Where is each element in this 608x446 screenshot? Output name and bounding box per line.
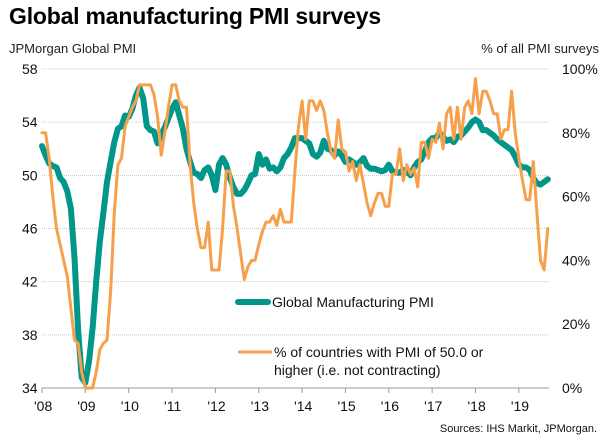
legend-label-pmi: Global Manufacturing PMI	[272, 294, 434, 310]
left-tick-label: 46	[22, 221, 38, 237]
x-tick-label: '12	[207, 398, 225, 414]
right-tick-label: 20%	[562, 316, 590, 332]
x-tick-label: '17	[424, 398, 442, 414]
left-tick-label: 58	[22, 61, 38, 77]
x-tick-label: '09	[77, 398, 95, 414]
tick-labels: 58 54 50 46 42 38 34 100% 80% 60% 40% 20% 0% '08 '09 '1…	[22, 61, 598, 414]
left-tick-label: 34	[22, 380, 38, 396]
x-tick-label: '11	[164, 398, 181, 414]
chart-title: Global manufacturing PMI surveys	[9, 3, 381, 29]
x-tick-label: '08	[34, 398, 52, 414]
source-note: Sources: IHS Markit, JPMorgan.	[439, 423, 597, 435]
axes	[41, 387, 549, 393]
left-tick-label: 50	[22, 167, 38, 183]
pmi-line	[39, 84, 551, 386]
right-axis-title: % of all PMI surveys	[481, 41, 599, 56]
left-axis-title: JPMorgan Global PMI	[9, 41, 137, 56]
right-tick-label: 80%	[562, 125, 590, 141]
right-tick-label: 0%	[562, 380, 582, 396]
left-tick-label: 54	[22, 114, 38, 130]
legend-label-share-line1: % of countries with PMI of 50.0 or	[274, 344, 484, 360]
left-tick-label: 38	[22, 327, 38, 343]
legend-label-share-line2: higher (i.e. not contracting)	[274, 362, 441, 378]
x-tick-label: '16	[381, 398, 399, 414]
x-tick-label: '19	[511, 398, 529, 414]
right-tick-label: 100%	[562, 61, 598, 77]
x-tick-label: '14	[294, 398, 312, 414]
x-tick-label: '10	[121, 398, 139, 414]
right-tick-label: 40%	[562, 252, 590, 268]
x-tick-label: '18	[468, 398, 486, 414]
gridlines	[42, 68, 549, 336]
share-line	[40, 77, 550, 390]
legend: Global Manufacturing PMI % of countries …	[235, 294, 484, 378]
series-lines	[39, 77, 551, 390]
x-tick-label: '15	[337, 398, 355, 414]
left-tick-label: 42	[22, 274, 38, 290]
x-tick-label: '13	[251, 398, 269, 414]
right-tick-label: 60%	[562, 189, 590, 205]
